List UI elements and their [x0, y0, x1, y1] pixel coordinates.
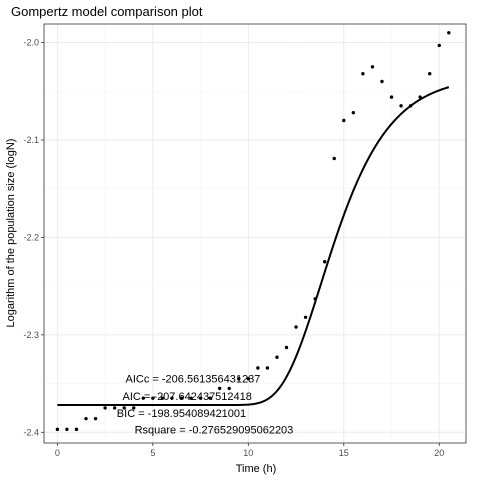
data-point: [74, 427, 79, 432]
data-point: [55, 427, 60, 432]
x-tick-label: 0: [55, 448, 60, 458]
data-point: [170, 396, 174, 400]
data-point: [208, 396, 212, 400]
data-point: [217, 386, 222, 391]
data-point: [342, 118, 346, 123]
data-point: [151, 396, 155, 400]
chart-title: Gompertz model comparison plot: [11, 4, 203, 19]
x-tick-label: 15: [339, 448, 349, 458]
data-point: [380, 79, 384, 84]
data-point: [303, 315, 308, 319]
data-point: [93, 416, 98, 421]
data-point: [294, 325, 298, 329]
data-point: [332, 156, 336, 161]
data-point: [389, 95, 394, 99]
data-point: [370, 65, 375, 69]
data-point: [428, 71, 432, 76]
fit-statistic-label: AIC = -207.642437512418: [123, 391, 252, 403]
data-point: [256, 366, 260, 370]
x-tick-label: 5: [150, 448, 155, 458]
fit-statistic-label: Rsquare = -0.276529095062203: [135, 424, 294, 436]
data-point: [237, 376, 241, 381]
y-axis-title: Logarithm of the population size (logN): [5, 139, 17, 328]
data-point: [122, 406, 126, 410]
chart-marks: [55, 31, 451, 432]
data-point: [132, 406, 136, 410]
data-point: [198, 396, 203, 400]
data-point: [351, 110, 356, 115]
x-tick-label: 10: [243, 448, 253, 458]
data-point: [84, 416, 88, 421]
data-point: [275, 355, 279, 359]
data-point: [418, 95, 422, 99]
data-point: [361, 71, 365, 76]
data-point: [160, 396, 165, 400]
data-point: [265, 366, 270, 370]
x-axis-title: Time (h): [236, 463, 277, 475]
y-tick-label: -2.3: [23, 330, 39, 340]
y-tick-label: -2.1: [23, 135, 39, 145]
data-point: [408, 104, 413, 108]
data-point: [179, 396, 184, 400]
fit-statistic-label: AICc = -206.561356431237: [126, 374, 261, 386]
data-point: [437, 43, 441, 48]
data-point: [284, 345, 289, 350]
data-point: [313, 297, 317, 301]
data-point: [103, 406, 107, 410]
y-tick-label: -2.4: [23, 427, 39, 437]
gompertz-fit-line: [57, 86, 450, 406]
x-tick-label: 20: [434, 448, 444, 458]
data-point: [112, 406, 117, 410]
grid: [44, 24, 466, 443]
data-point: [246, 376, 251, 381]
plot-panel-border: [43, 23, 467, 444]
y-tick-label: -2.2: [23, 232, 39, 242]
fit-statistic-label: BIC = -198.954089421001: [117, 408, 246, 420]
data-point: [141, 396, 145, 400]
data-point: [65, 427, 69, 432]
data-point: [189, 396, 193, 400]
data-point: [399, 104, 403, 108]
y-tick-label: -2.0: [23, 38, 39, 48]
fit-statistics: AICc = -206.561356431237 AIC = -207.64243…: [117, 374, 294, 437]
data-point: [447, 31, 451, 35]
axis-ticks: 0 5 10 15 20 -2.4 -2.3 -2.2 -2.1 -2.0: [23, 38, 444, 458]
data-point: [227, 386, 231, 391]
data-point: [322, 260, 327, 264]
